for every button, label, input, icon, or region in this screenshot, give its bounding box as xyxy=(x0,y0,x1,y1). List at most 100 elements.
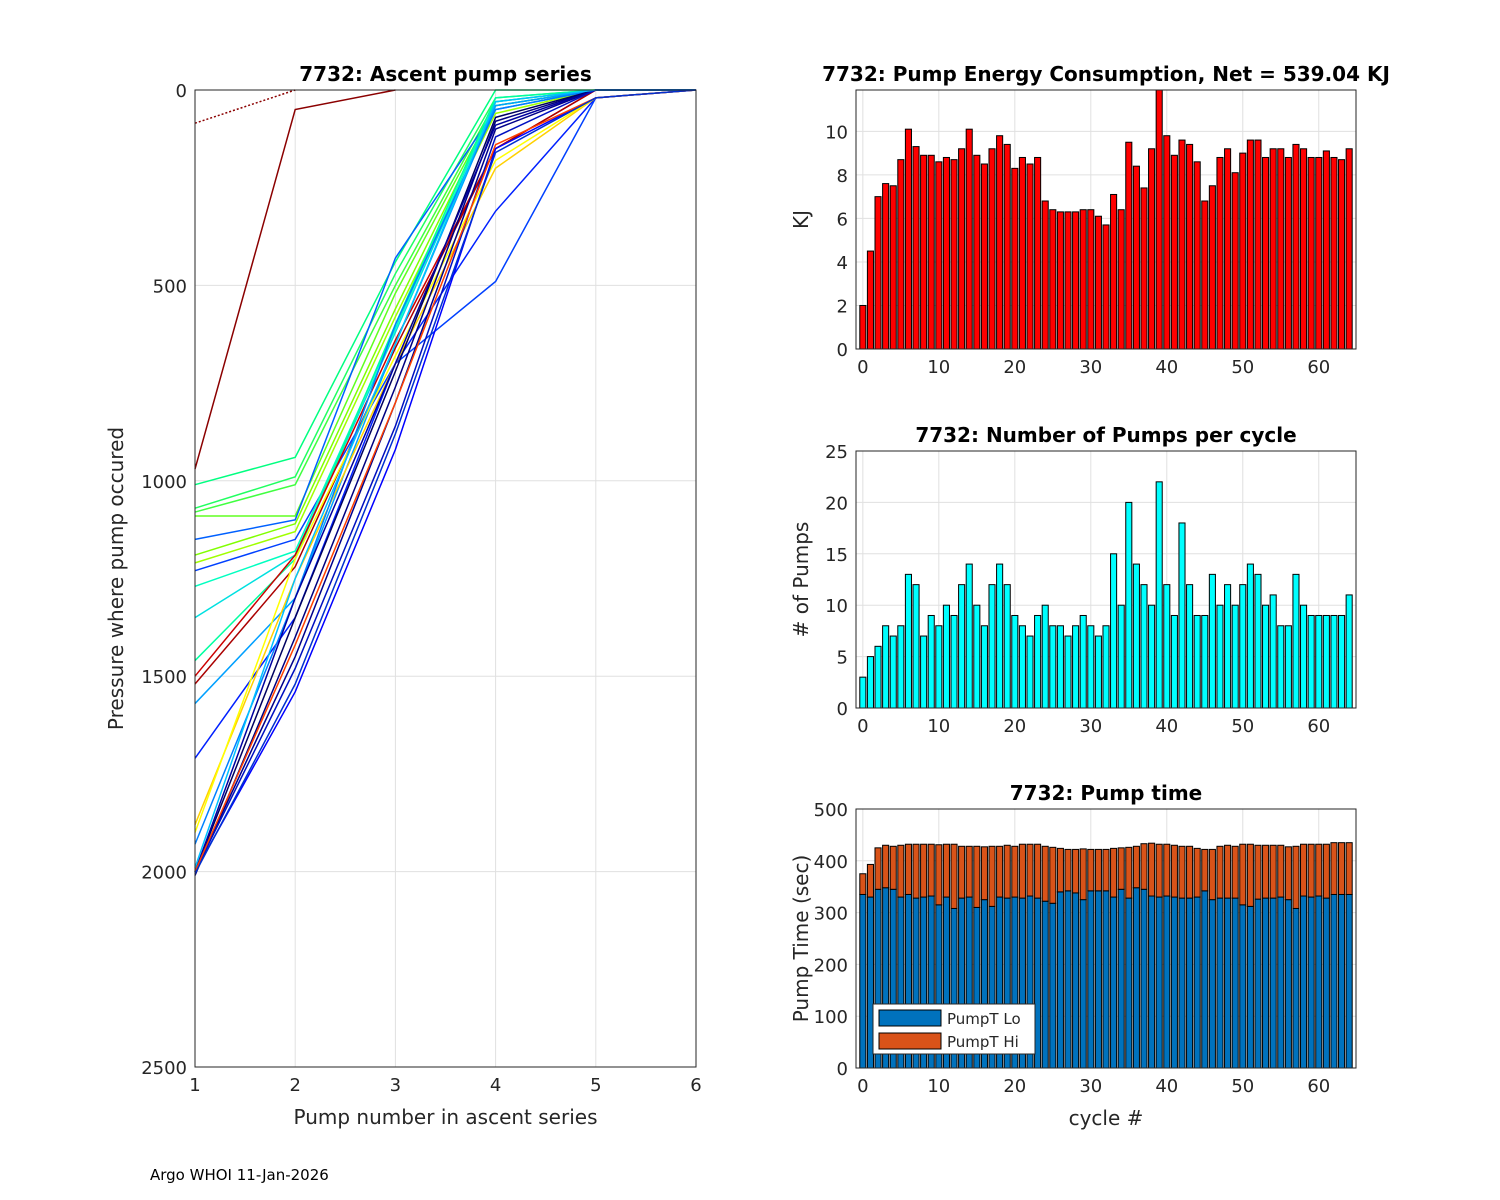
bar xyxy=(920,635,928,709)
bar-pumpt-lo xyxy=(1110,896,1118,1069)
bar-pumpt-lo xyxy=(1208,899,1216,1069)
bar xyxy=(996,563,1004,709)
bar-pumpt-hi xyxy=(1330,842,1338,895)
x-tick-label: 30 xyxy=(1079,1076,1102,1097)
bar xyxy=(1216,156,1224,350)
bar-pumpt-lo xyxy=(1322,897,1330,1069)
y-tick-label: 2 xyxy=(837,296,848,317)
x-tick-label: 10 xyxy=(927,1076,950,1097)
bar-pumpt-lo xyxy=(1284,899,1292,1069)
bar xyxy=(1315,614,1323,709)
bar xyxy=(1087,625,1095,709)
bar xyxy=(1056,625,1064,709)
bar-pumpt-hi xyxy=(1300,843,1308,897)
bar xyxy=(1307,156,1315,350)
bar-pumpt-lo xyxy=(1292,907,1300,1069)
bar-pumpt-lo xyxy=(1178,897,1186,1069)
x-tick-label: 40 xyxy=(1155,357,1178,378)
bar-pumpt-hi xyxy=(1284,846,1292,901)
bar xyxy=(1018,156,1026,350)
bar-pumpt-hi xyxy=(942,843,950,898)
bar-pumpt-hi xyxy=(1125,846,1133,899)
bar xyxy=(1079,614,1087,709)
bar xyxy=(1026,635,1034,709)
bar xyxy=(866,250,874,350)
bar xyxy=(1269,594,1277,709)
x-tick-label: 30 xyxy=(1079,716,1102,737)
bar-pumpt-hi xyxy=(866,863,874,898)
y-tick-label: 300 xyxy=(814,904,848,925)
bar xyxy=(897,159,905,350)
x-tick-label: 20 xyxy=(1003,716,1026,737)
x-tick-label: 10 xyxy=(927,716,950,737)
bar xyxy=(1087,209,1095,350)
bar xyxy=(1003,143,1011,350)
bar xyxy=(1224,148,1232,350)
y-tick-label: 0 xyxy=(837,1059,848,1080)
x-tick-label: 50 xyxy=(1231,1076,1254,1097)
bar-pumpt-hi xyxy=(1277,844,1285,898)
bar-pumpt-lo xyxy=(1155,896,1163,1069)
bar-pumpt-lo xyxy=(1072,892,1080,1069)
bar xyxy=(1102,625,1110,709)
y-tick-label: 0 xyxy=(176,81,187,102)
bar xyxy=(1201,614,1209,709)
bar xyxy=(1292,573,1300,709)
bar xyxy=(1155,481,1163,709)
bar-pumpt-hi xyxy=(1224,844,1232,899)
bar-pumpt-lo xyxy=(1170,896,1178,1069)
y-tick-label: 0 xyxy=(837,340,848,361)
bar xyxy=(988,148,996,350)
bar xyxy=(889,185,897,350)
chart-title: 7732: Pump time xyxy=(1010,781,1202,805)
bar xyxy=(1064,211,1072,350)
bar-pumpt-hi xyxy=(1064,848,1072,892)
x-tick-label: 50 xyxy=(1231,357,1254,378)
bar xyxy=(1117,604,1125,709)
bar xyxy=(927,614,935,709)
bar xyxy=(1026,163,1034,350)
bar xyxy=(1125,501,1133,709)
bar-pumpt-hi xyxy=(920,843,928,898)
bar xyxy=(1117,209,1125,350)
bar xyxy=(1148,148,1156,350)
y-tick-label: 10 xyxy=(825,122,848,143)
y-axis-label: # of Pumps xyxy=(789,522,813,638)
bar xyxy=(1216,604,1224,709)
bar-pumpt-lo xyxy=(1330,893,1338,1069)
bar-pumpt-lo xyxy=(1239,904,1247,1069)
bar-pumpt-hi xyxy=(1034,843,1042,899)
bar-pumpt-lo xyxy=(1246,905,1254,1069)
bar xyxy=(1201,200,1209,350)
bar-pumpt-lo xyxy=(1056,891,1064,1069)
axes-frame xyxy=(855,89,1357,350)
bar-pumpt-lo xyxy=(1064,890,1072,1069)
bar xyxy=(973,604,981,709)
y-tick-label: 10 xyxy=(825,596,848,617)
legend-swatch xyxy=(878,1032,942,1050)
bar-pumpt-hi xyxy=(874,847,882,890)
bar xyxy=(1330,614,1338,709)
bar-pumpt-hi xyxy=(1140,843,1148,890)
bar-pumpt-hi xyxy=(1056,847,1064,893)
y-tick-label: 25 xyxy=(825,442,848,463)
bar-pumpt-hi xyxy=(1178,845,1186,899)
chart-title: 7732: Pump Energy Consumption, Net = 539… xyxy=(822,62,1390,86)
bar xyxy=(1338,159,1346,350)
bar-pumpt-lo xyxy=(1132,887,1140,1069)
axes-frame xyxy=(194,89,697,1068)
chart-title: 7732: Number of Pumps per cycle xyxy=(915,423,1296,447)
bar xyxy=(950,159,958,350)
y-tick-label: 20 xyxy=(825,493,848,514)
bar xyxy=(897,625,905,709)
bar xyxy=(1254,573,1262,709)
footer-label: Argo WHOI 11-Jan-2026 xyxy=(150,1166,329,1184)
bar-pumpt-hi xyxy=(927,843,935,897)
bar-pumpt-lo xyxy=(1041,900,1049,1069)
series-line xyxy=(194,89,396,470)
series-line xyxy=(194,89,296,124)
bar xyxy=(1110,193,1118,350)
bar xyxy=(1315,156,1323,350)
bar xyxy=(1072,625,1080,709)
